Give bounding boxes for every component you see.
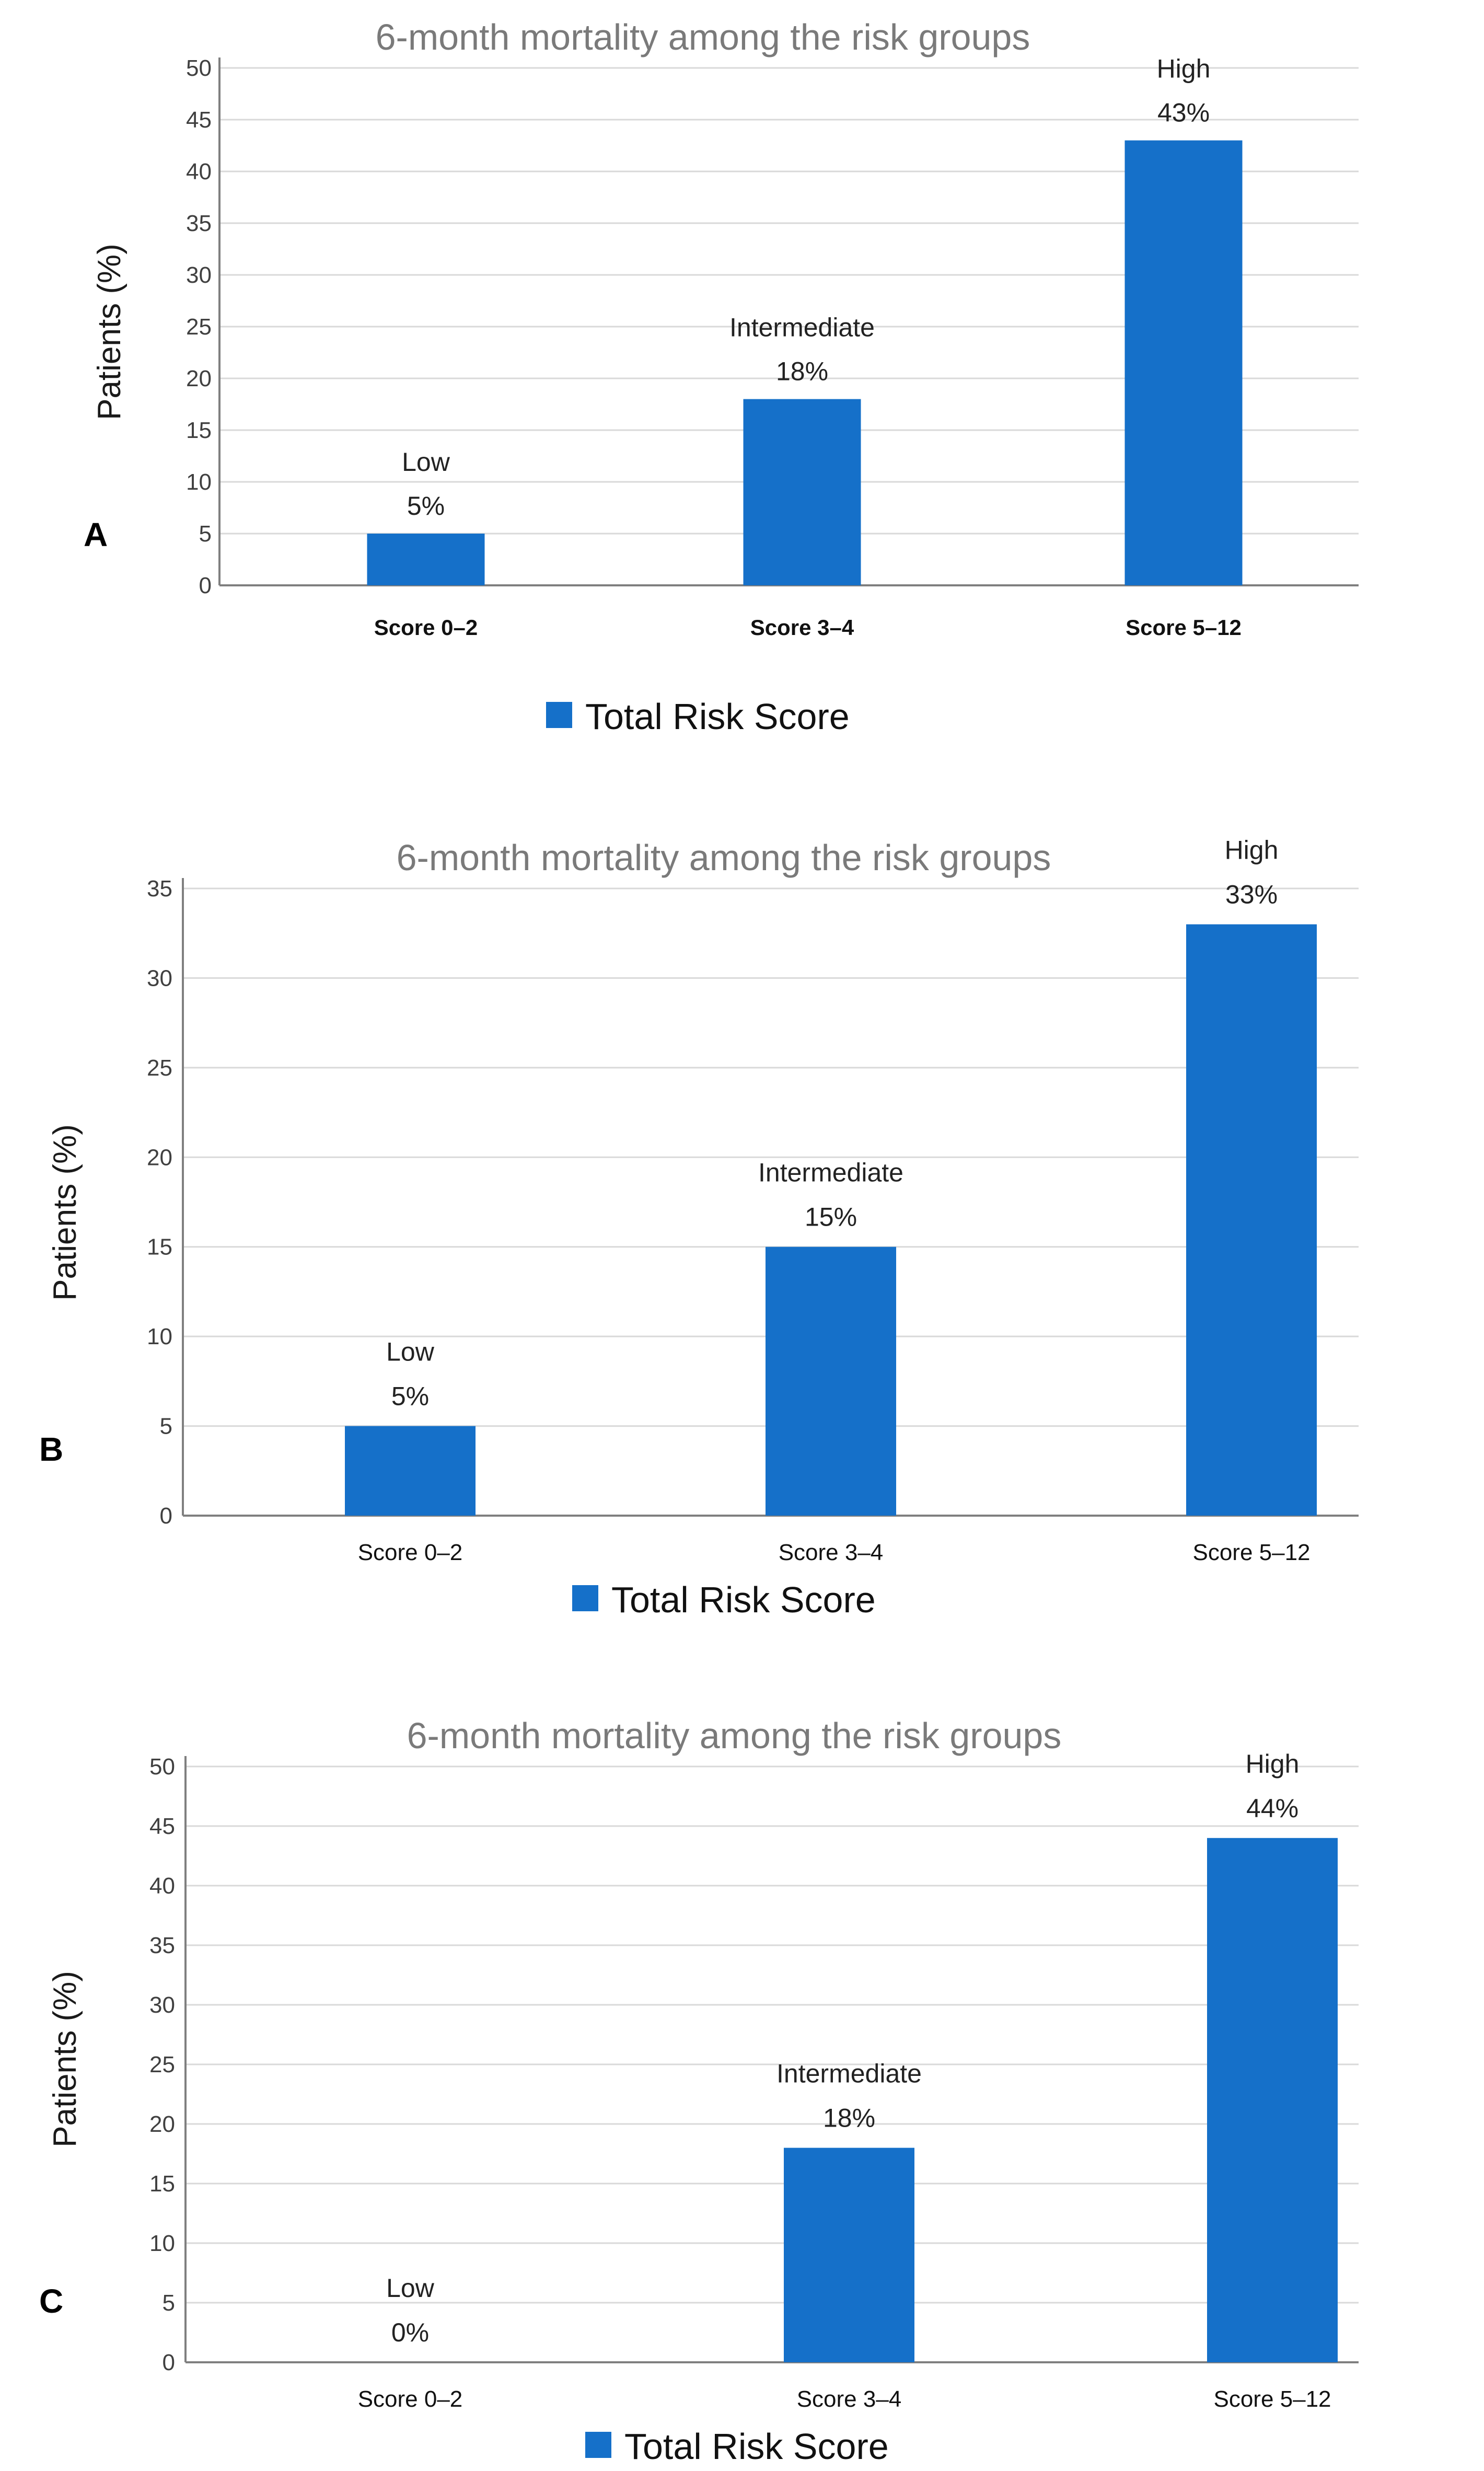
y-tick-label: 10: [147, 1324, 172, 1349]
x-category-label: Score 3–4: [797, 2386, 902, 2412]
y-tick-label: 40: [149, 1873, 175, 1899]
chart-title: 6-month mortality among the risk groups: [376, 17, 1030, 57]
bar-group-label: Low: [386, 2273, 435, 2303]
bar-value-label: 33%: [1225, 880, 1278, 909]
bar-value-label: 18%: [776, 357, 828, 386]
panel-letter: A: [84, 516, 108, 553]
bar-group-label: Intermediate: [776, 2059, 922, 2088]
y-tick-label: 30: [147, 965, 172, 991]
legend-label: Total Risk Score: [624, 2426, 889, 2467]
y-tick-label: 45: [149, 1814, 175, 1839]
bar-value-label: 5%: [391, 1382, 429, 1411]
y-tick-label: 30: [186, 262, 212, 288]
x-category-label: Score 0–2: [358, 2386, 463, 2412]
y-tick-label: 5: [199, 521, 212, 547]
y-tick-label: 0: [199, 573, 212, 598]
x-category-label: Score 5–12: [1192, 1540, 1310, 1565]
y-tick-label: 20: [186, 366, 212, 391]
bar-score-02: [367, 534, 485, 585]
y-tick-label: 5: [160, 1414, 172, 1439]
y-axis-label: Patients (%): [47, 1124, 83, 1301]
y-tick-label: 25: [147, 1055, 172, 1081]
chart-panel-a: 6-month mortality among the risk groups 0…: [84, 17, 1359, 737]
bar-group-label: Low: [386, 1337, 435, 1367]
y-tick-label: 35: [147, 876, 172, 902]
y-tick-label: 40: [186, 159, 212, 184]
y-tick-label: 50: [149, 1754, 175, 1780]
chart-panel-c: 6-month mortality among the risk groups 0…: [39, 1715, 1359, 2467]
bar-score-34: [743, 399, 861, 585]
chart-title: 6-month mortality among the risk groups: [407, 1715, 1062, 1756]
bar-value-label: 0%: [391, 2318, 429, 2347]
y-tick-label: 5: [163, 2290, 175, 2316]
y-tick-label: 35: [149, 1933, 175, 1958]
bar-value-label: 5%: [407, 491, 445, 521]
y-tick-label: 45: [186, 107, 212, 133]
y-axis-label: Patients (%): [47, 1971, 83, 2147]
bar-score-512: [1124, 140, 1243, 586]
bar-group-label: Low: [402, 447, 450, 477]
y-axis-label: Patients (%): [91, 244, 127, 420]
y-tick-label: 20: [147, 1145, 172, 1170]
bar-value-label: 44%: [1246, 1794, 1298, 1823]
y-tick-label: 35: [186, 211, 212, 236]
bar-score-34: [766, 1246, 896, 1516]
y-tick-label: 0: [163, 2350, 175, 2375]
bar-score-512: [1186, 924, 1317, 1516]
legend-label: Total Risk Score: [611, 1579, 876, 1620]
chart-title: 6-month mortality among the risk groups: [397, 837, 1051, 878]
y-tick-label: 50: [186, 55, 212, 81]
bar-group-label: High: [1225, 836, 1279, 865]
x-category-label: Score 0–2: [374, 615, 478, 640]
bar-group-label: High: [1157, 54, 1211, 84]
y-tick-label: 15: [149, 2171, 175, 2197]
y-tick-label: 10: [186, 469, 212, 495]
x-category-label: Score 3–4: [779, 1540, 884, 1565]
legend-label: Total Risk Score: [585, 696, 850, 737]
bar-group-label: High: [1246, 1749, 1300, 1779]
x-category-label: Score 0–2: [358, 1540, 463, 1565]
legend-swatch: [572, 1585, 598, 1611]
panel-letter: B: [39, 1430, 63, 1468]
x-category-label: Score 5–12: [1126, 615, 1242, 640]
bar-value-label: 43%: [1157, 98, 1210, 128]
y-tick-label: 20: [149, 2111, 175, 2137]
y-tick-label: 25: [149, 2052, 175, 2077]
bar-score-02: [345, 1426, 476, 1516]
y-tick-label: 15: [186, 418, 212, 443]
bar-value-label: 18%: [823, 2104, 875, 2133]
y-tick-label: 0: [160, 1503, 172, 1529]
bar-group-label: Intermediate: [758, 1158, 903, 1187]
y-tick-label: 15: [147, 1234, 172, 1260]
bar-group-label: Intermediate: [729, 313, 875, 342]
y-tick-label: 25: [186, 314, 212, 340]
legend-swatch: [585, 2432, 611, 2458]
y-tick-label: 30: [149, 1992, 175, 2018]
x-category-label: Score 5–12: [1213, 2386, 1331, 2412]
x-category-label: Score 3–4: [750, 615, 854, 640]
bar-value-label: 15%: [805, 1203, 857, 1232]
panel-letter: C: [39, 2282, 63, 2320]
bar-score-512: [1207, 1838, 1338, 2362]
bar-score-34: [784, 2147, 914, 2362]
y-tick-label: 10: [149, 2231, 175, 2256]
chart-panel-b: 6-month mortality among the risk groups 0…: [39, 836, 1359, 1620]
legend-swatch: [546, 702, 572, 728]
